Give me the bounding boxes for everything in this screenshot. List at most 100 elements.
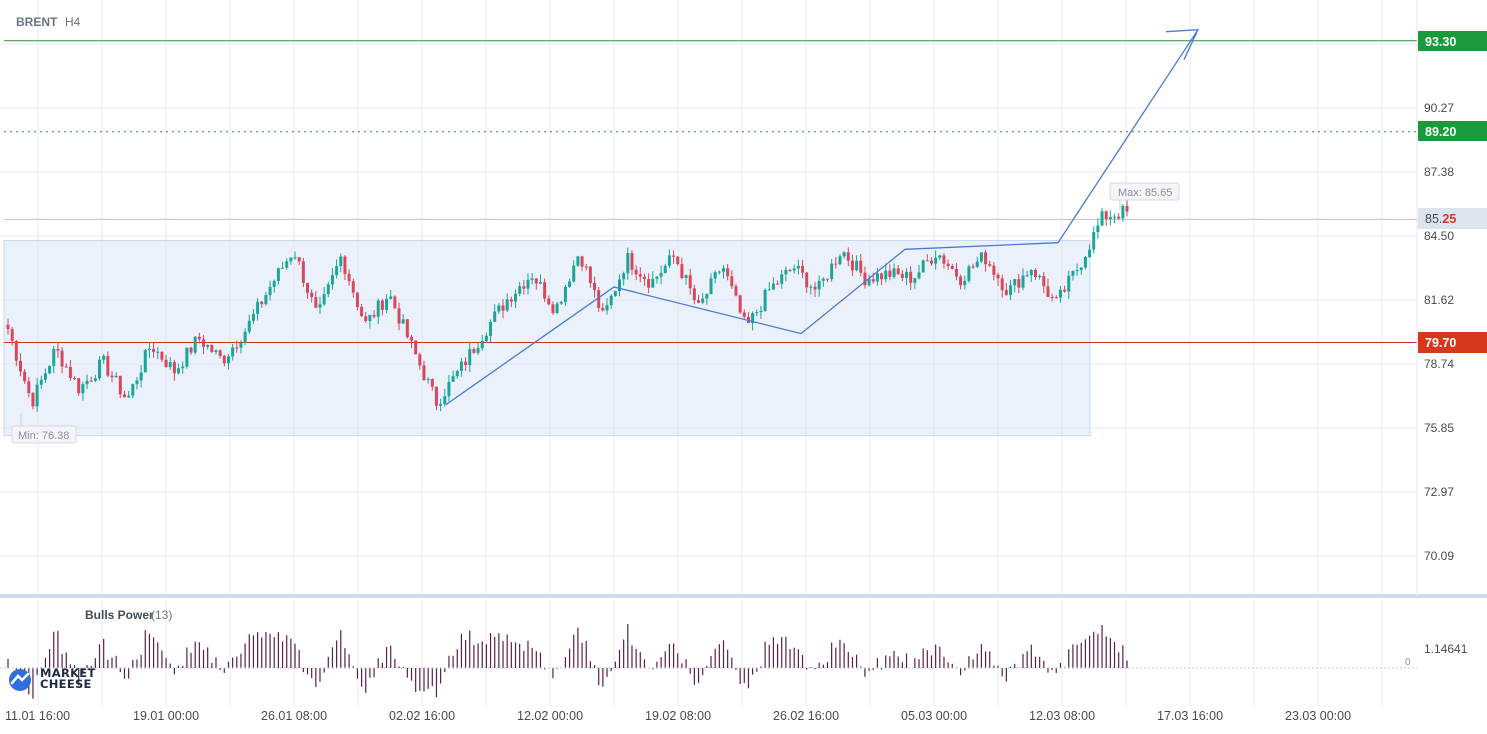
candle-body (875, 273, 879, 282)
candle-body (81, 384, 85, 394)
time-tick: 26.02 16:00 (773, 709, 839, 723)
candle-body (1088, 249, 1092, 257)
candle-body (709, 278, 713, 295)
candle-body (6, 324, 10, 330)
candle-body (609, 295, 613, 306)
candle-body (418, 354, 422, 366)
candle-body (122, 394, 126, 398)
candle-body (439, 404, 443, 406)
candle-body (950, 266, 954, 269)
candle-body (405, 319, 409, 338)
candle-body (771, 283, 775, 290)
candle-body (834, 263, 838, 265)
candle-body (821, 278, 825, 281)
candle-body (688, 275, 692, 289)
price-tick: 81.62 (1424, 293, 1454, 307)
candle-body (1063, 289, 1067, 292)
candle-body (56, 348, 60, 351)
candle-body (289, 257, 293, 262)
candle-body (796, 265, 800, 269)
candle-body (734, 286, 738, 296)
candle-body (226, 356, 230, 364)
trend-arrow-head (1165, 28, 1200, 60)
candle-body (572, 265, 576, 282)
candle-body (1121, 205, 1125, 219)
candle-body (247, 320, 251, 332)
candle-body (185, 347, 189, 367)
candle-body (855, 260, 859, 271)
candle-body (547, 298, 551, 305)
symbol-label: BRENT (16, 15, 58, 29)
candle-body (1096, 225, 1100, 232)
candle-body (23, 371, 27, 382)
candle-body (622, 273, 626, 280)
candle-body (335, 266, 339, 276)
candle-body (260, 301, 264, 305)
candle-body (89, 380, 93, 382)
candle-body (1025, 275, 1029, 277)
candle-body (992, 265, 996, 275)
candle-body (971, 266, 975, 268)
candle-body (364, 316, 368, 322)
candle-body (476, 348, 480, 353)
level-badge-label: 93.30 (1425, 35, 1456, 49)
min-annotation: Min: 76.38 (11, 413, 77, 444)
candle-body (39, 379, 43, 385)
candle-body (160, 351, 164, 360)
candle-body (792, 268, 796, 271)
candle-body (888, 270, 892, 277)
price-tick: 72.97 (1424, 485, 1454, 499)
candle-body (276, 268, 280, 282)
candle-body (380, 300, 384, 310)
trend-lines[interactable] (445, 28, 1200, 406)
candle-body (946, 263, 950, 267)
candle-body (726, 268, 730, 277)
candle-body (1067, 275, 1071, 292)
candle-body (651, 278, 655, 288)
candle-body (605, 305, 609, 311)
candle-body (397, 308, 401, 324)
candle-body (659, 273, 663, 277)
candle-body (630, 253, 634, 270)
candle-body (484, 335, 488, 341)
indicator-name[interactable]: Bulls Power (85, 608, 154, 622)
candle-body (514, 293, 518, 302)
candle-body (568, 281, 572, 287)
candle-body (464, 361, 468, 366)
timeframe-label[interactable]: H4 (65, 15, 81, 29)
candle-body (206, 345, 210, 347)
candle-body (310, 292, 314, 298)
candle-body (189, 347, 193, 353)
candle-body (1009, 285, 1013, 295)
logo-icon (9, 669, 31, 691)
candle-body (963, 280, 967, 286)
indicator-period: (13) (151, 608, 172, 622)
candle-body (31, 393, 35, 407)
candle-body (1042, 275, 1046, 287)
price-tick: 90.27 (1424, 101, 1454, 115)
candle-body (979, 252, 983, 262)
candle-body (896, 268, 900, 274)
candle-body (285, 261, 289, 268)
candle-body (863, 272, 867, 286)
candle-body (93, 378, 97, 381)
candle-body (493, 311, 497, 322)
price-tick-labels: 90.27 87.38 84.50 81.62 78.74 75.85 72.9… (1424, 101, 1454, 563)
candle-body (996, 274, 1000, 279)
candle-body (697, 300, 701, 303)
price-tick: 70.09 (1424, 549, 1454, 563)
candle-body (1108, 216, 1112, 219)
candle-body (988, 264, 992, 266)
candle-body (801, 265, 805, 273)
candle-body (1054, 297, 1058, 299)
candle-body (1017, 279, 1021, 288)
price-tick: 87.38 (1424, 165, 1454, 179)
candle-body (551, 304, 555, 313)
level-badge-79-70 (1418, 332, 1487, 353)
candle-body (642, 276, 646, 280)
candle-body (1100, 211, 1104, 226)
candle-body (1038, 275, 1042, 278)
candle-body (193, 336, 197, 353)
candle-body (593, 282, 597, 291)
